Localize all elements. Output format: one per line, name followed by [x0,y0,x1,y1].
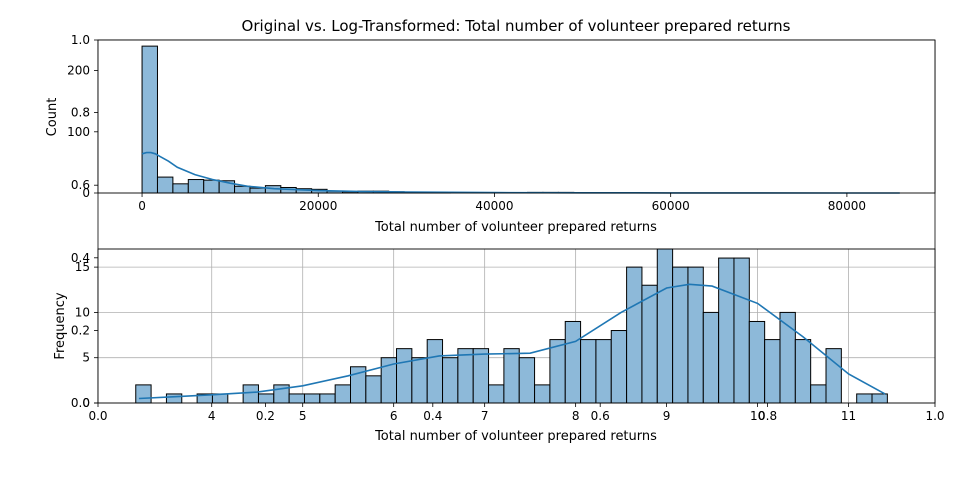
log-bar [396,348,413,404]
original-bar [187,179,205,194]
original-x-axis-label: Total number of volunteer prepared retur… [374,220,657,235]
log-bar [733,257,750,404]
original-histogram-axes: 0 20000 40000 60000 80000 0 100 200 [67,39,936,213]
log-y-tick-label: 5 [82,351,90,365]
original-x-tick-label: 80000 [828,199,866,213]
log-bar [518,357,536,404]
log-bar [672,266,689,404]
log-bar [595,339,612,404]
log-bar [472,348,490,404]
log-bar [365,375,382,404]
original-x-tick-label: 20000 [299,199,337,213]
log-bar [656,248,674,404]
log-bar [242,384,259,404]
log-bar [165,393,183,404]
log-bar [442,357,459,404]
log-y-tick-label: 0 [82,396,90,410]
overlay-x-tick-label: 0.0 [88,409,107,423]
log-bar [257,393,275,404]
original-frame [97,39,936,194]
overlay-x-tick-label: 0.2 [256,409,275,423]
log-bar [288,393,305,404]
log-x-axis-label: Total number of volunteer prepared retur… [374,429,657,444]
overlay-x-tick-label: 1.0 [925,409,944,423]
original-x-tick-label: 60000 [652,199,690,213]
overlay-y-tick-label: 1.0 [71,33,90,47]
original-y-tick-label: 100 [67,125,90,139]
log-x-tick-label: 5 [299,409,307,423]
log-bar [503,348,520,404]
log-histogram-axes: 4 5 6 7 8 9 10 11 0 5 10 15 [75,248,936,423]
log-bar [871,393,888,404]
original-bar [203,179,220,194]
overlay-y-tick-label: 0.6 [71,178,90,192]
log-bar [549,339,566,404]
overlay-x-tick-label: 0.4 [423,409,442,423]
original-bar [172,183,189,194]
log-bar [702,311,720,404]
log-bar [319,393,336,404]
log-bar [426,339,444,404]
log-bar [457,348,474,404]
log-bar [810,384,827,404]
log-bar [334,384,352,404]
overlay-x-tick-label: 0.8 [758,409,777,423]
log-bar [626,266,643,404]
log-x-tick-label: 9 [663,409,671,423]
original-x-tick-label: 40000 [475,199,513,213]
original-bar [156,176,174,194]
original-y-axis-label: Count [45,98,60,137]
log-bar [610,330,628,404]
log-frame [97,248,936,404]
original-y-tick-label: 0 [82,186,90,200]
log-bar [687,266,704,404]
log-bar [856,393,873,404]
original-bar [141,45,158,194]
log-bar [411,357,428,404]
log-bar [718,257,735,404]
log-bar [564,320,582,404]
overlay-y-tick-label: 0.0 [71,396,90,410]
log-x-tick-label: 4 [208,409,216,423]
log-bar [748,320,766,404]
original-plot-area [98,40,935,193]
log-x-tick-label: 6 [390,409,398,423]
log-bar [303,393,321,404]
log-bar [580,339,597,404]
overlay-y-tick-label: 0.4 [71,251,90,265]
log-x-tick-label: 8 [572,409,580,423]
log-bar [794,339,812,404]
log-y-tick-label: 10 [75,305,90,319]
overlay-x-tick-label: 0.6 [591,409,610,423]
log-y-tick-label: 15 [75,260,90,274]
log-x-tick-label: 7 [481,409,489,423]
overlay-y-tick-label: 0.2 [71,323,90,337]
original-bar [234,185,251,194]
log-x-tick-label: 11 [841,409,856,423]
log-x-tick-label: 10 [750,409,765,423]
log-bar [488,384,505,404]
original-x-tick-label: 0 [138,199,146,213]
log-bar [135,384,152,404]
overlay-y-tick-label: 0.8 [71,106,90,120]
original-bar [249,187,266,194]
log-bar [764,339,781,404]
log-bar [534,384,551,404]
original-y-tick-label: 200 [67,64,90,78]
log-bar [641,284,658,404]
log-kde-line [138,283,886,400]
log-y-axis-label: Frequency [53,292,68,359]
figure-title: Original vs. Log-Transformed: Total numb… [242,17,791,35]
